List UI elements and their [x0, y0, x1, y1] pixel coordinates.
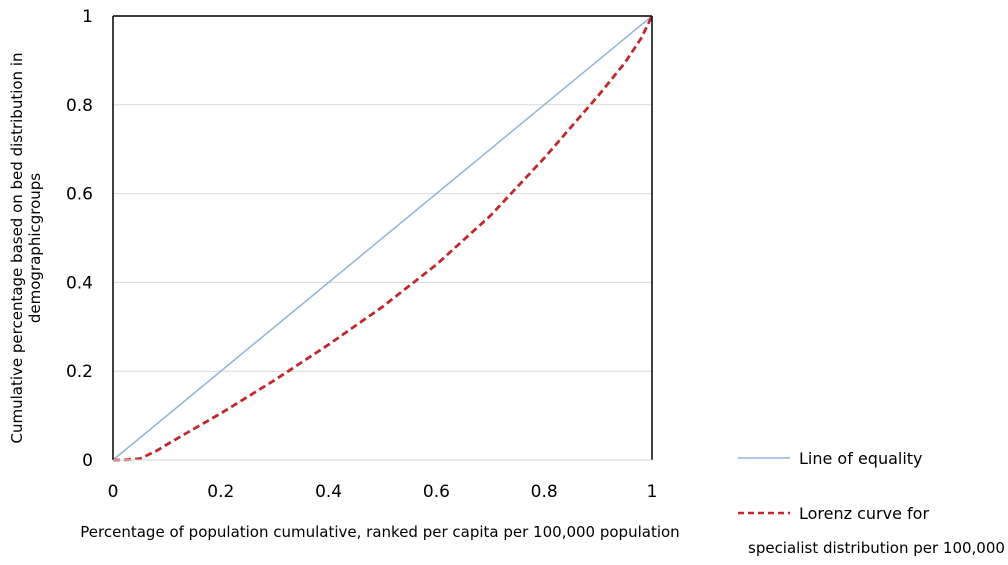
series-lines [112, 15, 654, 462]
x-tick-label-0: 0 [108, 482, 119, 502]
y-tick-label-5: 1 [82, 7, 93, 27]
x-axis-title: Percentage of population cumulative, ran… [80, 523, 679, 541]
y-axis-title: Cumulative percentage based on bed distr… [8, 52, 44, 443]
legend-label-line-of-equality: Line of equality [799, 449, 923, 468]
axes [112, 15, 653, 461]
y-tick-label-3: 0.6 [66, 185, 93, 205]
y-tick-label-4: 0.8 [66, 96, 93, 116]
x-tick-label-3: 0.6 [423, 482, 450, 502]
legend-label-lorenz-curve-line-2: specialist distribution per 100,000 [748, 539, 1005, 557]
x-tick-label-5: 1 [647, 482, 658, 502]
legend: Line of equality Lorenz curve for specia… [738, 449, 1005, 557]
y-tick-label-0: 0 [82, 451, 93, 471]
series-line-lorenz-curve [113, 15, 654, 462]
y-tick-label-1: 0.2 [66, 362, 93, 382]
grid-lines [113, 104, 652, 372]
y-axis-title-line-2: demographicgroups [26, 173, 44, 323]
legend-label-lorenz-curve: Lorenz curve for [799, 504, 929, 523]
x-tick-label-1: 0.2 [207, 482, 234, 502]
series-line-line-of-equality [112, 15, 653, 461]
y-tick-label-2: 0.4 [66, 273, 93, 293]
x-tick-label-2: 0.4 [315, 482, 342, 502]
y-axis-title-line-1: Cumulative percentage based on bed distr… [8, 52, 26, 443]
x-tick-label-4: 0.8 [531, 482, 558, 502]
tick-labels: 0 0.2 0.4 0.6 0.8 1 0 0.2 0.4 0.6 0.8 1 [66, 7, 657, 502]
